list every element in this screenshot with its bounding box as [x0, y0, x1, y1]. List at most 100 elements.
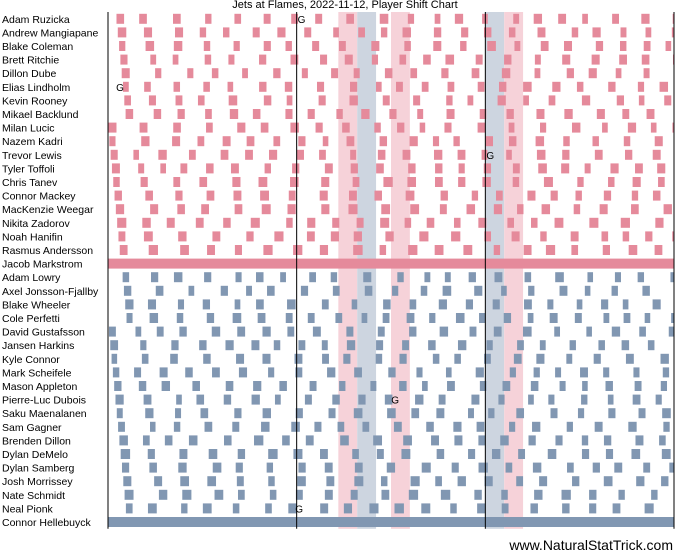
shift-bar-jansen-harkins-2 [140, 340, 147, 351]
shift-bar-elias-lindholm-8 [316, 81, 325, 92]
shift-bar-dylan-samberg-12 [451, 462, 459, 473]
shift-bar-saku-maenalanen-1 [116, 408, 123, 419]
shift-bars [108, 13, 674, 527]
shift-bar-sam-gagner-6 [261, 421, 270, 432]
shift-bar-trevor-lewis-4 [188, 149, 196, 160]
shift-bar-dillon-dube-5 [242, 68, 248, 79]
shift-bar-blake-coleman-19 [619, 41, 627, 51]
shift-bar-milan-lucic-8 [315, 122, 323, 133]
player-label-nate-schmidt: Nate Schmidt [2, 490, 65, 502]
shift-bar-nate-schmidt-16 [561, 489, 571, 500]
shift-bar-blake-coleman-15 [514, 41, 521, 51]
shift-bar-rasmus-andersson-11 [408, 245, 418, 255]
shift-bar-nazem-kadri-11 [379, 136, 388, 147]
shift-bar-blake-wheeler-6 [256, 299, 264, 310]
shift-bar-connor-mackey-14 [495, 190, 503, 201]
shift-bar-milan-lucic-14 [477, 122, 486, 133]
shift-bar-sam-gagner-1 [118, 421, 125, 432]
shift-bar-dylan-demelo-5 [237, 449, 246, 459]
shift-bar-cole-perfetti-3 [176, 313, 184, 323]
shift-bar-dylan-samberg-19 [643, 462, 651, 473]
shift-bar-tyler-toffoli-6 [230, 163, 239, 174]
shift-bar-pierre-luc-dubois-7 [274, 394, 281, 405]
shift-bar-josh-morrissey-15 [516, 476, 524, 487]
shift-bar-connor-mackey-3 [175, 190, 183, 201]
shift-bar-trevor-lewis-21 [652, 149, 661, 160]
shift-bar-trevor-lewis-9 [319, 149, 326, 160]
shift-bar-andrew-mangiapane-11 [380, 27, 388, 38]
shift-bar-milan-lucic-21 [672, 122, 674, 133]
shift-bar-axel-jonsson-fjallby-8 [332, 285, 340, 296]
shift-bar-blake-wheeler-4 [202, 299, 211, 310]
shift-bar-cole-perfetti-11 [382, 313, 390, 323]
shift-bar-chris-tanev-11 [407, 177, 417, 187]
shift-bar-dylan-demelo-20 [661, 449, 671, 459]
watermark: www.NaturalStatTrick.com [508, 537, 673, 553]
shift-bar-andrew-mangiapane-13 [433, 27, 442, 38]
shift-bar-chris-tanev-4 [199, 177, 208, 187]
shift-bar-axel-jonsson-fjallby-3 [188, 285, 195, 296]
shift-bar-nikita-zadorov-9 [332, 217, 340, 228]
shift-bar-josh-morrissey-13 [457, 476, 466, 487]
shift-bar-adam-ruzicka-8 [315, 13, 323, 24]
shift-bar-mason-appleton-17 [559, 381, 566, 391]
shift-bar-mackenzie-weegar-5 [234, 204, 243, 215]
goal-marker-5: G [295, 504, 303, 515]
shift-bar-dylan-samberg-14 [505, 462, 513, 473]
shift-bar-adam-lowry-18 [587, 272, 594, 283]
shift-bar-kevin-rooney-14 [497, 95, 506, 106]
shift-bar-rasmus-andersson-19 [628, 245, 638, 255]
shift-bar-mark-scheifele-16 [533, 367, 540, 378]
shift-bar-nazem-kadri-19 [592, 136, 599, 147]
shift-bar-brett-ritchie-14 [475, 54, 483, 65]
shift-bar-kyle-connor-10 [375, 353, 383, 364]
shift-bar-adam-lowry-5 [235, 272, 242, 283]
shift-bar-brett-ritchie-9 [344, 54, 353, 65]
shift-bar-sam-gagner-12 [426, 421, 434, 432]
shift-bar-david-gustafsson-14 [469, 326, 477, 337]
shift-bar-neal-pionk-9 [343, 503, 353, 514]
shift-bar-cole-perfetti-2 [149, 313, 159, 323]
shift-bar-rasmus-andersson-9 [353, 245, 363, 255]
shift-bar-adam-lowry-15 [494, 272, 503, 283]
shift-bar-pierre-luc-dubois-18 [581, 394, 588, 405]
shift-bar-pierre-luc-dubois-5 [223, 394, 232, 405]
shift-bar-saku-maenalanen-6 [262, 408, 271, 419]
shift-bar-brenden-dillon-13 [454, 435, 463, 446]
shift-bar-mason-appleton-14 [479, 381, 487, 391]
shift-bar-dillon-dube-19 [643, 68, 650, 79]
shift-bar-jansen-harkins-14 [457, 340, 467, 351]
shift-bar-mackenzie-weegar-2 [150, 204, 159, 215]
shift-bar-brenden-dillon-9 [340, 435, 349, 446]
shift-bar-nate-schmidt-10 [381, 489, 390, 500]
shift-bar-adam-ruzicka-7 [291, 13, 298, 24]
shift-bar-nate-schmidt-9 [350, 489, 358, 500]
shift-bar-tyler-toffoli-22 [657, 163, 666, 174]
shift-bar-sam-gagner-20 [663, 421, 670, 432]
shift-bar-blake-coleman-3 [173, 41, 183, 51]
shift-bar-tyler-toffoli-11 [376, 163, 384, 174]
shift-bar-neal-pionk-5 [232, 503, 240, 514]
shift-bar-dylan-demelo-13 [468, 449, 476, 459]
shift-bar-connor-mackey-19 [631, 190, 639, 201]
shift-bar-brenden-dillon-19 [603, 435, 612, 446]
shift-bar-sam-gagner-10 [362, 421, 370, 432]
shift-bar-pierre-luc-dubois-2 [143, 394, 152, 405]
shift-bar-nazem-kadri-4 [197, 136, 205, 147]
shift-bar-blake-coleman-16 [540, 41, 549, 51]
shift-bar-neal-pionk-2 [147, 503, 157, 514]
shift-bar-nate-schmidt-8 [324, 489, 333, 500]
shift-bar-blake-coleman-2 [145, 41, 155, 51]
player-label-kevin-rooney: Kevin Rooney [2, 95, 68, 107]
shift-bar-chris-tanev-3 [173, 177, 181, 187]
shift-bar-noah-hanifin-8 [330, 231, 339, 242]
shift-bar-kyle-connor-17 [566, 353, 573, 364]
shift-bar-axel-jonsson-fjallby-14 [501, 285, 507, 296]
shift-bar-rasmus-andersson-4 [207, 245, 215, 255]
shift-bar-rasmus-andersson-18 [602, 245, 611, 255]
shift-bar-josh-morrissey-12 [435, 476, 442, 487]
shift-bar-mark-scheifele-19 [603, 367, 610, 378]
shift-bar-dylan-demelo-11 [401, 449, 411, 459]
shift-bar-noah-hanifin-2 [143, 231, 153, 242]
